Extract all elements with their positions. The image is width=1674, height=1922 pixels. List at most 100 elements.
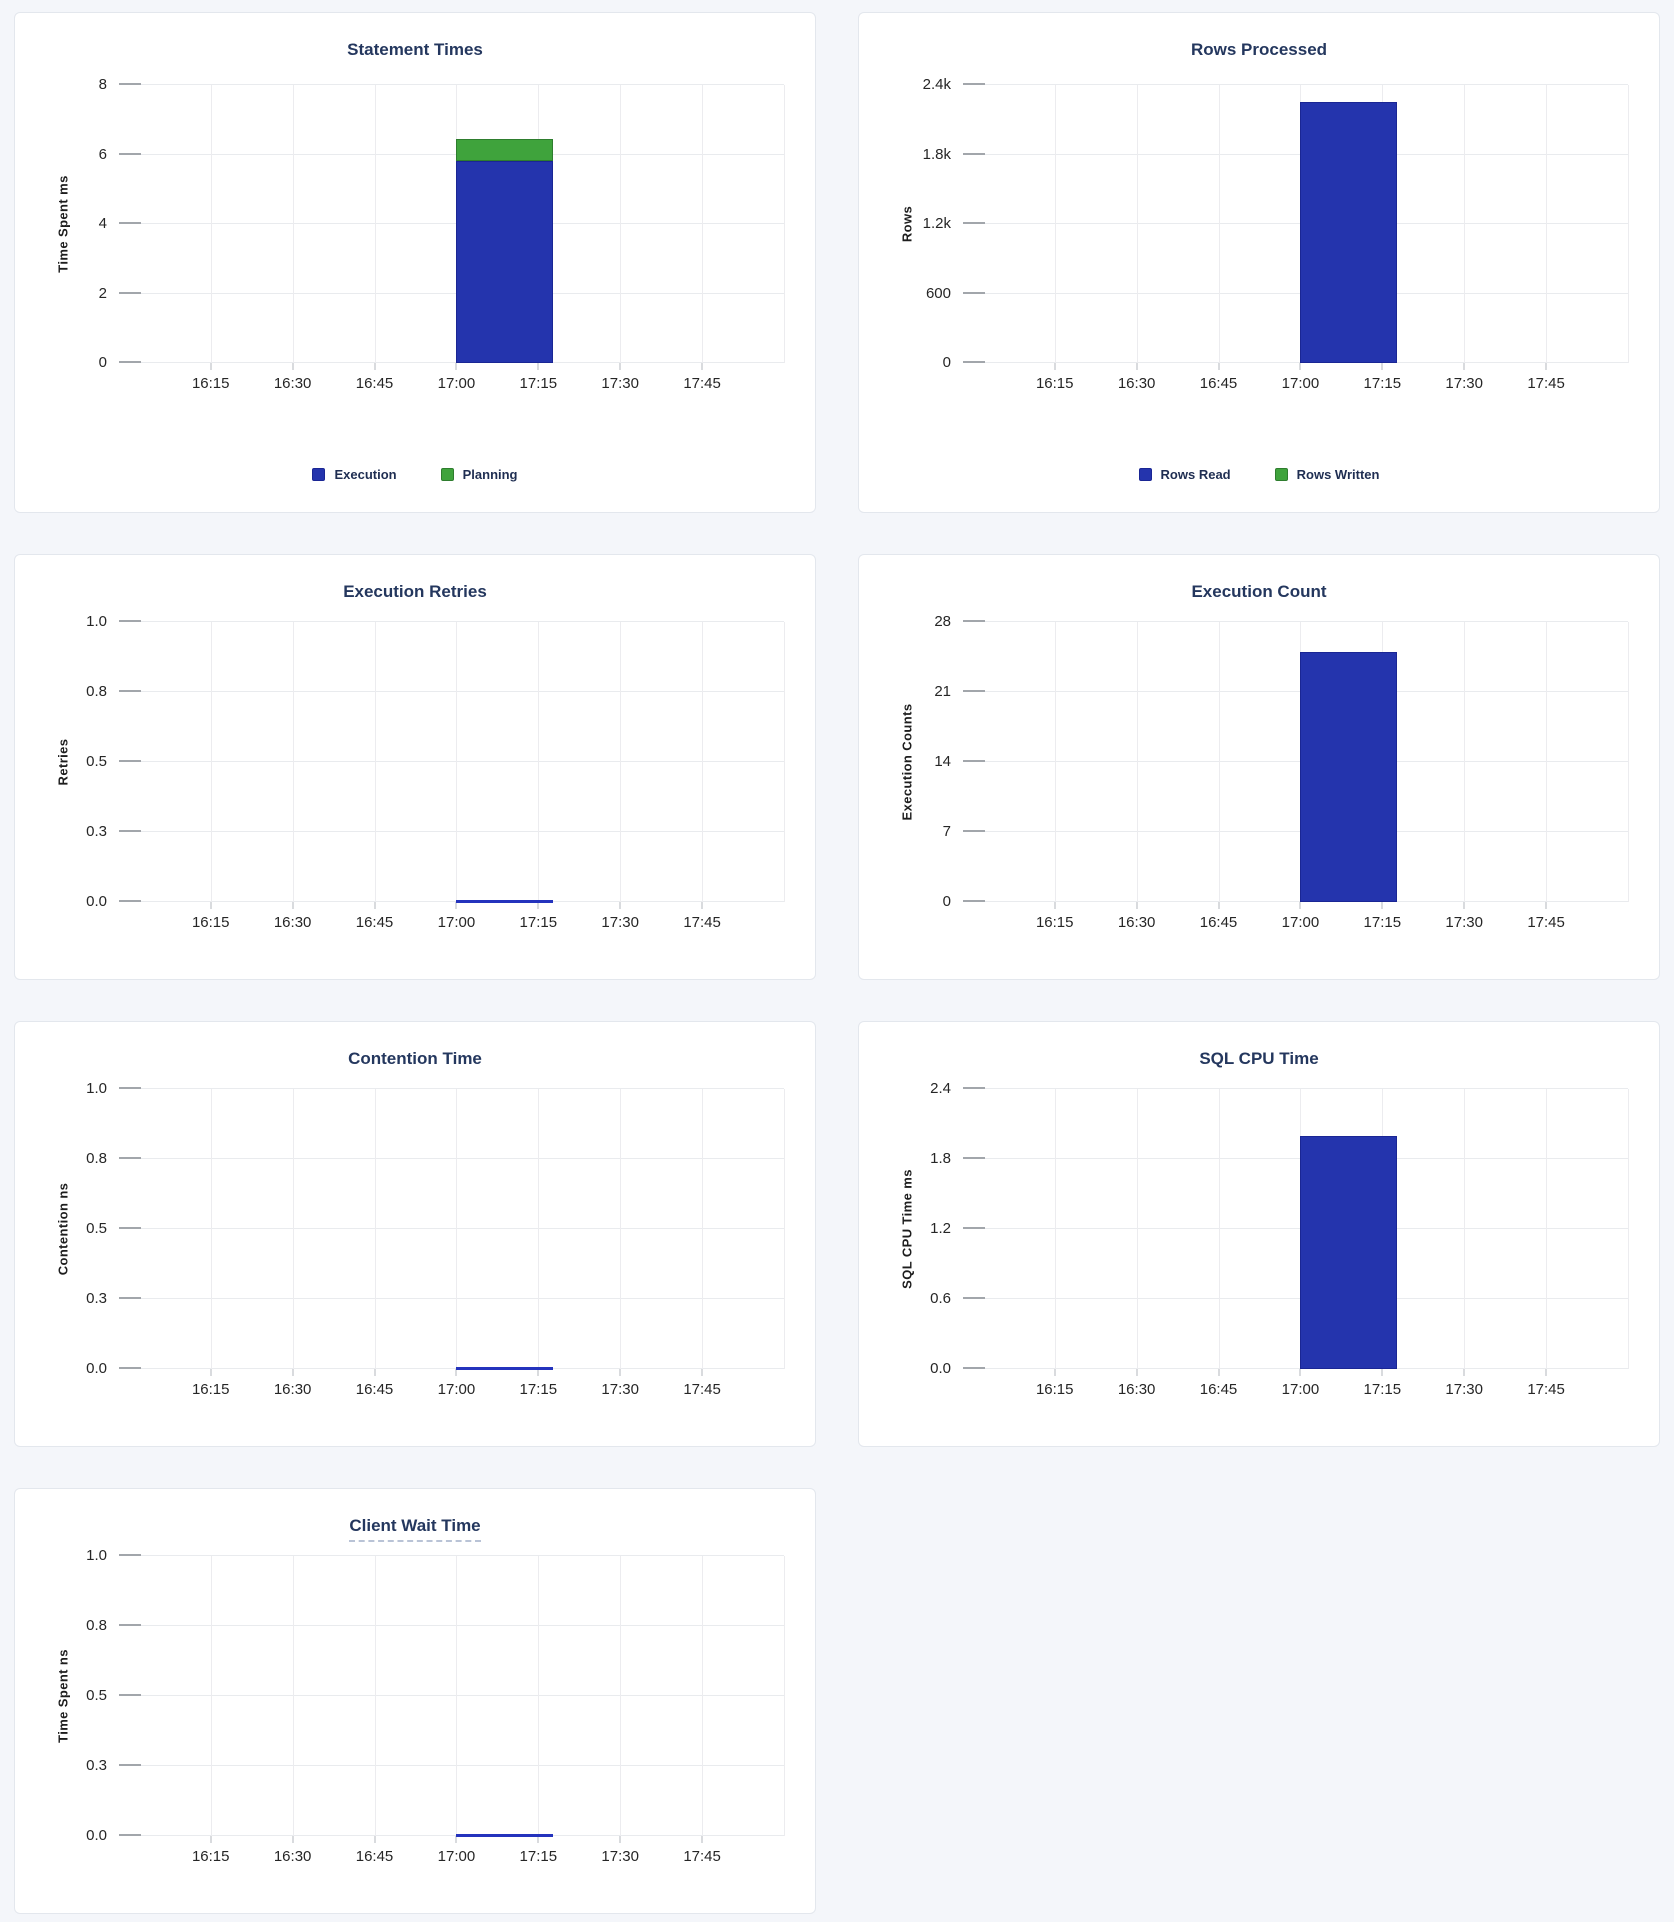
gridline-vertical: [374, 1556, 376, 1836]
x-tick-mark: [619, 363, 622, 370]
y-tick-mark: [963, 152, 985, 155]
gridline-vertical: [456, 622, 458, 902]
gridline-horizontal: [119, 1625, 784, 1626]
y-tick-label: 2.4k: [922, 76, 951, 93]
gridline-vertical: [702, 85, 704, 363]
y-tick-mark: [963, 690, 985, 692]
x-tick-mark: [1545, 1369, 1548, 1376]
x-tick-mark: [619, 902, 622, 909]
x-tick-label: 16:45: [1199, 375, 1238, 392]
gridline-horizontal: [963, 362, 1628, 363]
y-tick-label: 0.6: [930, 1290, 951, 1307]
chart-card-contention-time: Contention Time Contention ns 0.0 0.3 0.5 0.8…: [14, 1021, 816, 1447]
x-tick-mark: [537, 902, 540, 909]
x-tick-mark: [1053, 902, 1056, 909]
gridline-horizontal: [119, 831, 784, 832]
x-tick-label: 17:00: [437, 1848, 476, 1865]
gridline-vertical: [1218, 85, 1220, 363]
legend-swatch-blue: [1138, 468, 1152, 481]
y-tick-mark: [963, 222, 985, 224]
x-tick-label: 16:30: [1117, 1381, 1156, 1398]
chart-legend: Rows Read Rows Written: [859, 467, 1659, 482]
gridline-horizontal: [963, 1088, 1628, 1089]
chart-area: Contention ns 0.0 0.3 0.5 0.8 1.0 16:15 16:30 16…: [15, 1081, 815, 1398]
legend-label: Execution: [334, 467, 397, 482]
gridline-vertical: [620, 1089, 622, 1369]
gridline-vertical: [456, 1089, 458, 1369]
x-tick-mark: [373, 902, 376, 909]
y-tick-mark: [119, 900, 141, 902]
chart-title-text: Execution Count: [1191, 582, 1327, 601]
legend-item-rows-written: Rows Written: [1274, 467, 1380, 482]
x-tick-mark: [619, 1836, 622, 1843]
gridline-horizontal: [963, 223, 1628, 224]
bar-execution-count: [1300, 652, 1398, 902]
x-tick-label: 17:30: [601, 914, 639, 931]
x-tick-mark: [291, 1369, 294, 1376]
x-tick-label: 17:00: [437, 375, 476, 392]
gridline-vertical: [1136, 85, 1138, 363]
x-tick-mark: [1217, 363, 1220, 370]
chart-card-execution-count: Execution Count Execution Counts 0 7 14 21 28 1…: [858, 554, 1660, 980]
x-tick-mark: [701, 363, 704, 370]
legend-swatch-green: [440, 468, 454, 481]
plot-area-contention-time: 0.0 0.3 0.5 0.8 1.0 16:15 16:30 16:45 17:00 17:15…: [86, 1081, 785, 1398]
y-tick-mark: [119, 361, 141, 363]
x-tick-label: 16:45: [1199, 914, 1238, 931]
gridline-horizontal: [963, 621, 1628, 622]
gridline-vertical: [784, 1556, 785, 1836]
legend-label: Rows Written: [1296, 467, 1380, 482]
x-tick-label: 17:30: [1445, 914, 1483, 931]
y-tick-label: 1.0: [86, 613, 107, 630]
y-tick-mark: [119, 1227, 141, 1229]
gridline-vertical: [1464, 85, 1466, 363]
y-tick-label: 0.5: [86, 1220, 107, 1237]
gridline-horizontal: [963, 691, 1628, 692]
gridline-horizontal: [119, 1765, 784, 1766]
gridline-vertical: [1464, 1089, 1466, 1369]
y-tick-mark: [963, 1367, 985, 1369]
y-tick-mark: [119, 620, 141, 622]
y-tick-mark: [963, 361, 985, 363]
x-tick-mark: [701, 1369, 704, 1376]
gridline-vertical: [1054, 622, 1056, 902]
x-tick-mark: [1463, 902, 1466, 909]
x-tick-label: 17:00: [1281, 1381, 1320, 1398]
y-tick-label: 4: [98, 215, 107, 232]
y-tick-label: 0.8: [86, 683, 107, 700]
legend-swatch-green: [1274, 468, 1288, 481]
x-tick-label: 16:15: [1035, 914, 1074, 931]
chart-title-rows-processed: Rows Processed: [859, 39, 1659, 61]
gridline-horizontal: [119, 84, 784, 85]
y-tick-label: 0.0: [86, 1360, 107, 1377]
x-tick-label: 16:45: [355, 914, 394, 931]
gridline-horizontal: [963, 1228, 1628, 1229]
y-tick-label: 0.5: [86, 1687, 107, 1704]
zero-value-line: [456, 900, 554, 903]
x-tick-label: 16:15: [191, 1848, 230, 1865]
gridline-vertical: [1464, 622, 1466, 902]
gridline-vertical: [210, 1556, 212, 1836]
gridline-horizontal: [119, 153, 784, 155]
x-tick-mark: [1545, 902, 1548, 909]
gridline-horizontal: [119, 691, 784, 692]
x-tick-mark: [455, 363, 458, 370]
x-tick-mark: [455, 1836, 458, 1843]
y-tick-mark: [119, 830, 141, 832]
gridline-vertical: [784, 85, 785, 363]
x-tick-label: 16:45: [355, 1848, 394, 1865]
x-tick-mark: [373, 1369, 376, 1376]
x-tick-label: 17:45: [683, 914, 721, 931]
y-tick-label: 21: [934, 683, 951, 700]
chart-title-tooltip-trigger[interactable]: Client Wait Time: [349, 1515, 481, 1542]
y-tick-mark: [119, 1297, 141, 1299]
x-tick-mark: [291, 1836, 294, 1843]
y-tick-label: 0: [942, 893, 951, 910]
gridline-horizontal: [119, 1088, 784, 1089]
gridline-horizontal: [119, 223, 784, 224]
x-tick-mark: [291, 902, 294, 909]
x-tick-label: 16:45: [1199, 1381, 1238, 1398]
gridline-vertical: [620, 1556, 622, 1836]
y-tick-label: 2.4: [930, 1080, 951, 1097]
y-tick-mark: [119, 152, 141, 155]
